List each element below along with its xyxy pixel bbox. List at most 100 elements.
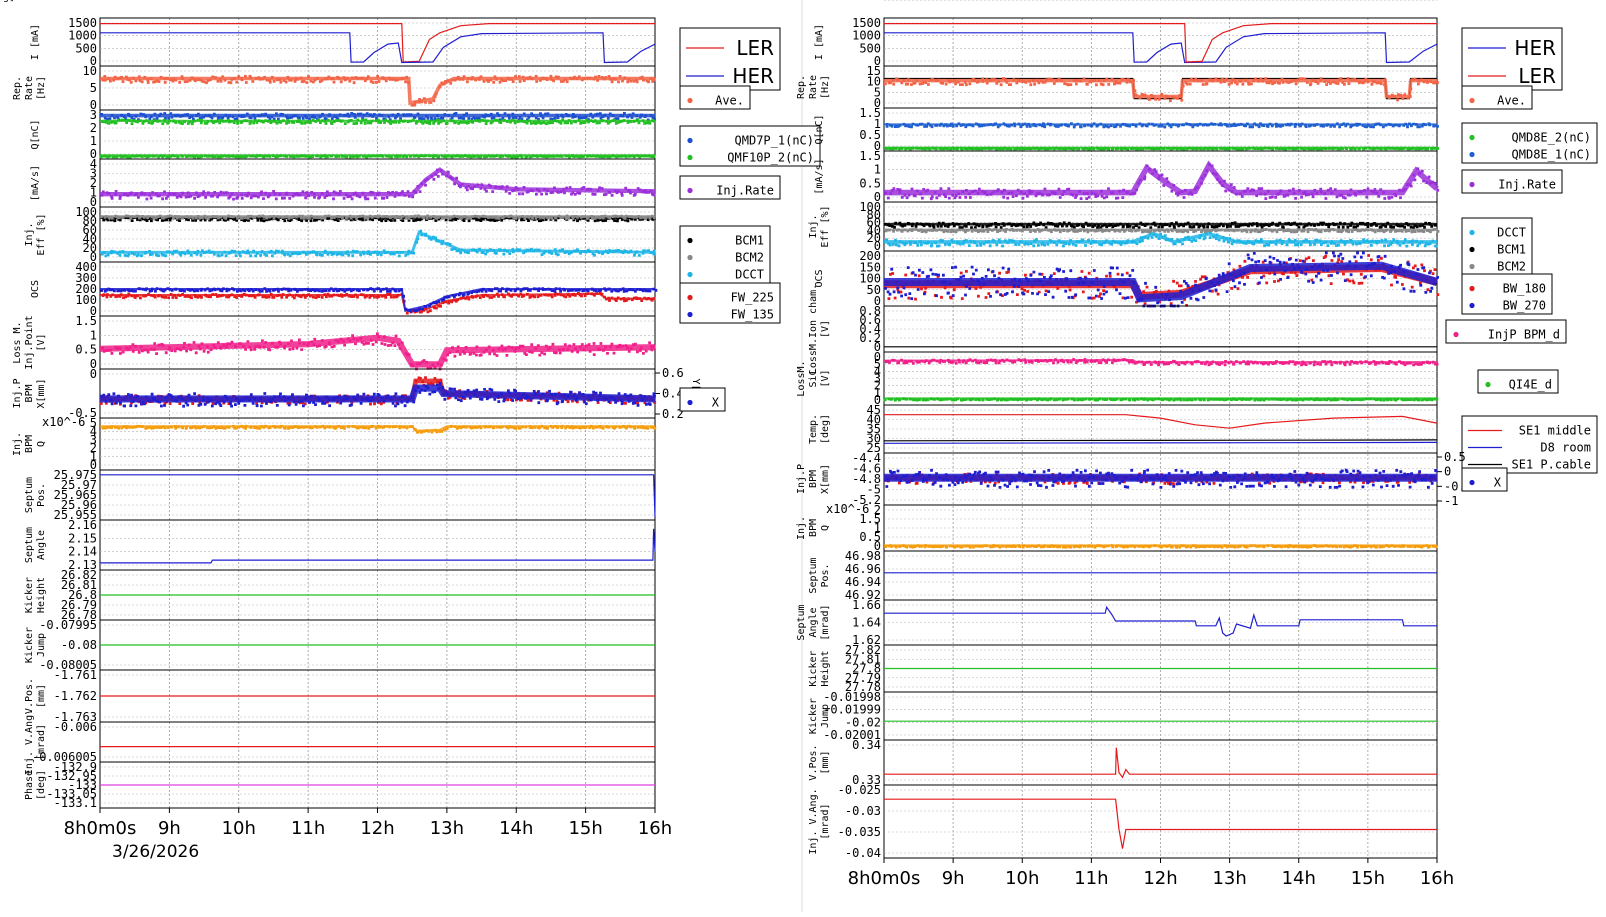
series-line — [100, 23, 655, 63]
series-line — [883, 439, 1438, 442]
y-tick-label: 500 — [859, 41, 881, 55]
y-tick-label: 10 — [83, 64, 97, 78]
legend: SE1 middle D8 room SE1 P.cable — [1461, 415, 1598, 474]
y-axis-label: Inj. — [12, 432, 23, 456]
legend-box — [679, 387, 726, 412]
y-tick-label: 2 — [874, 379, 881, 393]
y-tick-label: 0 — [90, 357, 97, 371]
series-band — [100, 288, 655, 312]
y-tick-label: 3 — [90, 167, 97, 181]
legend-label: QMD7P_1(nC) — [735, 134, 814, 148]
legend-swatch — [1469, 479, 1475, 486]
legend-label: LER — [736, 36, 774, 60]
y-tick-label: 1.5 — [75, 314, 97, 328]
legend-swatch — [1469, 263, 1475, 270]
scale-note: x10^-6 — [42, 415, 85, 429]
y-tick-label: 0 — [874, 294, 881, 308]
y-tick-label: 96.05 — [845, 0, 881, 3]
y-tick-label: -5 — [867, 483, 881, 497]
legend-swatch — [1469, 229, 1475, 236]
y-tick-label: 1.64 — [852, 616, 881, 630]
legend-label: QI4E_d — [1509, 378, 1552, 392]
y-axis-label: [mrad] — [36, 724, 47, 760]
y-tick-label: -0.01999 — [823, 703, 881, 717]
legend-swatch — [687, 399, 693, 406]
series-line — [100, 474, 656, 518]
y-tick-label: 20 — [867, 231, 881, 245]
y-tick-label: 1000 — [68, 29, 97, 43]
y-tick-label: 45 — [867, 403, 881, 417]
x-tick-label: 9h — [942, 868, 965, 889]
series-band — [100, 425, 655, 432]
y-tick-label: 40 — [867, 413, 881, 427]
legend-label: BCM1 — [735, 234, 764, 248]
y-axis-label: [Hz] — [820, 75, 831, 99]
plot-row: 1.510.50 [mA/s] — [814, 149, 1440, 204]
y-axis-label: Rep. — [12, 76, 23, 100]
series-band — [883, 358, 1437, 364]
legend-box — [1461, 169, 1563, 194]
series-line — [884, 798, 1437, 849]
legend-label: InjP BPM_d — [1488, 328, 1560, 342]
y-tick-label: -0.025 — [838, 783, 881, 797]
legend: X — [679, 387, 726, 412]
y-tick-label: 1.66 — [852, 598, 881, 612]
y-axis-label: V.Pos. — [24, 678, 35, 714]
y-tick-label: 26.79 — [61, 598, 97, 612]
legend-swatch — [1469, 97, 1475, 104]
y-axis-label: Pos. — [36, 483, 47, 507]
legend-box — [1445, 319, 1567, 344]
legend: X — [1461, 467, 1508, 492]
y-axis-label: [mrad] — [820, 604, 831, 640]
legend: Ave. — [1461, 85, 1533, 110]
y-tick-label: -5.2 — [852, 493, 881, 507]
y-axis-label: Loss M. — [12, 321, 23, 363]
legend-label: HER — [1514, 36, 1556, 60]
legend-label: SE1 P.cable — [1512, 458, 1591, 472]
series-band — [884, 160, 1439, 196]
legend-label: BCM2 — [1497, 260, 1526, 274]
legend-box — [1477, 369, 1559, 394]
y-tick-label: 46.96 — [845, 562, 881, 576]
y-tick-label: -0.08 — [61, 638, 97, 652]
legend-swatch — [687, 154, 693, 161]
y-axis-label: Height — [820, 650, 831, 686]
y-axis-label: Inj. — [796, 516, 807, 540]
legend: DCCT BCM1 BCM2 — [1461, 217, 1533, 276]
y-tick-label: 5 — [90, 416, 97, 430]
series-line — [884, 414, 1438, 429]
y-tick-label: 2 — [90, 176, 97, 190]
y-axis-label: [mm] — [36, 684, 47, 708]
y-tick-label: 500 — [75, 41, 97, 55]
series-band — [100, 76, 655, 106]
y-axis-label: Inj. V.Ang. — [808, 788, 819, 854]
y-tick-label: 1000 — [852, 29, 881, 43]
legend-swatch — [1469, 181, 1475, 188]
legend-label: FW_135 — [731, 308, 774, 322]
y-axis-label: [V] — [820, 369, 831, 387]
y-tick-label: 0.4 — [859, 322, 881, 336]
series-points — [99, 154, 656, 159]
y-tick-label: 20 — [83, 241, 97, 255]
y-tick-label: -4.4 — [852, 451, 881, 465]
y-tick-label: 1 — [90, 186, 97, 200]
y-axis-label: Kicker — [808, 698, 819, 734]
date-label: 3/26/2026 — [112, 842, 199, 862]
y-tick-label: 10 — [867, 75, 881, 89]
legend-box — [1461, 122, 1598, 164]
y-axis-label: SiC — [808, 369, 819, 387]
legend-swatch — [687, 271, 693, 278]
y-tick-label: 2.13 — [68, 558, 97, 572]
legend-swatch — [687, 311, 693, 318]
legend-swatch — [687, 294, 693, 301]
y-tick-label: 60 — [83, 223, 97, 237]
y-tick-label: -133.05 — [46, 787, 97, 801]
legend-label: QMD8E_1(nC) — [1512, 148, 1591, 162]
y-tick-label: 27.79 — [845, 671, 881, 685]
y-axis-label: Temp. — [808, 414, 819, 444]
